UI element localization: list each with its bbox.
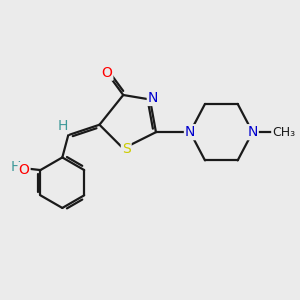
- Text: H: H: [58, 119, 68, 133]
- Text: N: N: [185, 125, 195, 139]
- Text: N: N: [248, 125, 258, 139]
- Text: S: S: [122, 142, 130, 155]
- Text: O: O: [101, 66, 112, 80]
- Text: CH₃: CH₃: [272, 126, 295, 139]
- Text: O: O: [19, 163, 29, 177]
- Text: H: H: [11, 160, 21, 174]
- Text: N: N: [148, 91, 158, 105]
